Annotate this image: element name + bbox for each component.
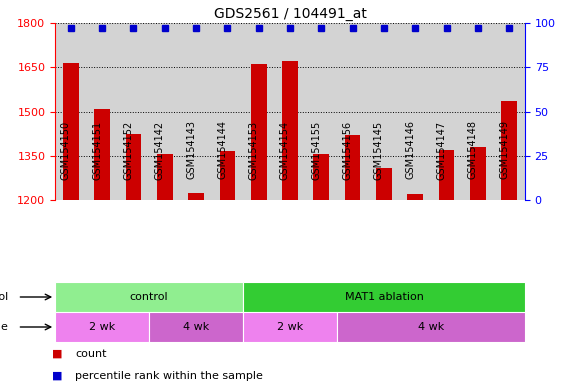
- Text: control: control: [130, 292, 168, 302]
- Text: count: count: [75, 349, 107, 359]
- Text: GSM154153: GSM154153: [249, 121, 259, 180]
- Text: 2 wk: 2 wk: [89, 322, 115, 332]
- Text: GSM154142: GSM154142: [155, 121, 165, 180]
- Bar: [63, 63, 79, 200]
- Bar: [94, 109, 110, 200]
- Bar: [407, 194, 423, 200]
- Text: GSM154145: GSM154145: [374, 121, 384, 180]
- Text: MAT1 ablation: MAT1 ablation: [345, 292, 423, 302]
- Text: GSM154155: GSM154155: [311, 121, 321, 180]
- Bar: [55, 312, 149, 342]
- Bar: [219, 151, 235, 200]
- Text: percentile rank within the sample: percentile rank within the sample: [75, 371, 263, 381]
- Bar: [438, 150, 454, 200]
- Text: 2 wk: 2 wk: [277, 322, 303, 332]
- Text: GSM154148: GSM154148: [468, 121, 478, 179]
- Text: GSM154152: GSM154152: [124, 121, 133, 180]
- Text: GSM154151: GSM154151: [92, 121, 102, 180]
- Bar: [125, 134, 141, 200]
- Bar: [243, 312, 337, 342]
- Bar: [55, 282, 243, 312]
- Bar: [337, 312, 525, 342]
- Text: 4 wk: 4 wk: [418, 322, 444, 332]
- Bar: [243, 282, 525, 312]
- Text: GSM154150: GSM154150: [61, 121, 71, 180]
- Text: ■: ■: [52, 371, 63, 381]
- Bar: [251, 65, 266, 200]
- Text: protocol: protocol: [0, 292, 8, 302]
- Bar: [501, 101, 517, 200]
- Text: GSM154143: GSM154143: [186, 121, 196, 179]
- Text: 4 wk: 4 wk: [183, 322, 209, 332]
- Text: GSM154144: GSM154144: [218, 121, 227, 179]
- Bar: [313, 154, 329, 200]
- Text: GSM154149: GSM154149: [499, 121, 509, 179]
- Bar: [345, 135, 360, 200]
- Bar: [282, 61, 298, 200]
- Text: GSM154154: GSM154154: [280, 121, 290, 180]
- Text: age: age: [0, 322, 8, 332]
- Bar: [376, 167, 392, 200]
- Bar: [157, 154, 173, 200]
- Bar: [470, 147, 486, 200]
- Text: GDS2561 / 104491_at: GDS2561 / 104491_at: [213, 7, 367, 21]
- Bar: [149, 312, 243, 342]
- Bar: [188, 193, 204, 200]
- Text: GSM154147: GSM154147: [437, 121, 447, 180]
- Text: ■: ■: [52, 349, 63, 359]
- Text: GSM154156: GSM154156: [343, 121, 353, 180]
- Text: GSM154146: GSM154146: [405, 121, 415, 179]
